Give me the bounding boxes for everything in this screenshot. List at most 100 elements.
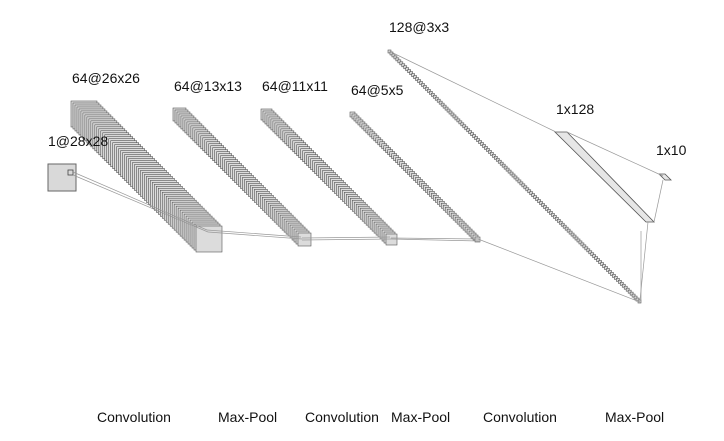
- feature-map: [600, 262, 604, 266]
- connector-line: [477, 238, 641, 303]
- feature-map: [625, 287, 630, 292]
- feature-map: [460, 122, 465, 127]
- feature-map: [604, 266, 608, 270]
- feature-map: [448, 110, 453, 115]
- connector-line: [566, 131, 664, 177]
- layer-label-dense: 1x128: [556, 101, 595, 117]
- feature-map: [490, 152, 494, 156]
- feature-map: [501, 163, 506, 168]
- feature-map: [403, 65, 408, 70]
- feature-map: [417, 79, 421, 83]
- feature-map: [507, 169, 512, 174]
- feature-map: [558, 220, 563, 225]
- feature-map: [519, 181, 524, 186]
- feature-map: [545, 207, 549, 211]
- feature-map: [568, 230, 573, 235]
- feature-map: [503, 165, 508, 170]
- feature-map: [385, 233, 398, 246]
- feature-map: [578, 240, 583, 245]
- feature-map: [555, 217, 559, 221]
- feature-map: [509, 171, 514, 176]
- feature-map: [482, 144, 486, 148]
- feature-map: [497, 159, 502, 164]
- feature-map: [572, 234, 577, 239]
- feature-map: [413, 75, 417, 79]
- input-receptive-field: [67, 169, 74, 176]
- feature-map: [393, 55, 398, 60]
- conv1-feature-map-stack: [70, 100, 223, 253]
- input-layer: [47, 163, 77, 192]
- feature-map: [472, 134, 476, 138]
- connector-line: [207, 231, 303, 240]
- connector-line: [390, 238, 480, 242]
- feature-map: [419, 81, 423, 85]
- dense-bar: [554, 131, 655, 223]
- connector-line: [390, 237, 480, 240]
- feature-map: [425, 87, 429, 91]
- feature-map: [438, 100, 443, 105]
- feature-map: [423, 85, 427, 89]
- feature-map: [454, 116, 459, 121]
- feature-map: [547, 209, 551, 213]
- feature-map: [458, 120, 463, 125]
- feature-map: [411, 73, 415, 77]
- conv2-feature-map-stack: [260, 108, 398, 246]
- feature-map: [531, 193, 536, 197]
- feature-map: [495, 157, 500, 162]
- layer-label-output: 1x10: [656, 142, 687, 158]
- feature-map: [464, 126, 469, 131]
- feature-map: [618, 280, 622, 284]
- layer-label-conv1: 64@26x26: [72, 70, 140, 86]
- feature-map: [456, 118, 461, 123]
- feature-map: [612, 274, 616, 278]
- feature-map: [590, 252, 595, 257]
- feature-map: [515, 177, 520, 182]
- feature-map: [576, 238, 581, 243]
- feature-map: [623, 285, 628, 290]
- feature-map: [582, 244, 587, 249]
- feature-map: [521, 183, 526, 188]
- feature-map: [523, 185, 528, 190]
- feature-map: [631, 293, 636, 298]
- feature-map: [432, 94, 437, 99]
- feature-map: [391, 53, 396, 58]
- feature-map: [486, 148, 490, 152]
- operation-label-convolution-2: Convolution: [305, 409, 379, 425]
- feature-map: [409, 71, 413, 75]
- feature-map: [574, 236, 579, 241]
- connector-line: [301, 236, 391, 239]
- dense-layer-1x128: [554, 131, 655, 223]
- feature-map: [560, 222, 565, 227]
- feature-map: [431, 93, 435, 97]
- feature-map: [551, 213, 555, 217]
- feature-map: [513, 175, 518, 180]
- feature-map: [619, 281, 624, 286]
- feature-map: [466, 128, 471, 133]
- connector-line: [301, 238, 392, 241]
- layer-label-pool1: 64@13x13: [174, 78, 242, 94]
- feature-map: [397, 59, 402, 64]
- feature-map: [616, 278, 620, 282]
- feature-map: [539, 201, 543, 205]
- feature-map: [543, 205, 547, 209]
- pool1-feature-map-stack: [172, 107, 312, 247]
- feature-map: [541, 203, 545, 207]
- feature-map: [444, 106, 449, 111]
- feature-map: [474, 136, 478, 140]
- feature-map: [621, 283, 626, 288]
- connector-lines: [72, 51, 664, 303]
- feature-map: [614, 276, 618, 280]
- conv3-feature-map-stack: [387, 49, 642, 304]
- input-feature-map: [47, 163, 77, 192]
- feature-map: [588, 250, 593, 255]
- pool2-feature-map-stack: [349, 111, 481, 243]
- feature-map: [533, 195, 537, 199]
- feature-map: [442, 104, 447, 109]
- connector-line: [653, 179, 664, 223]
- feature-map: [598, 260, 602, 264]
- feature-map: [505, 167, 510, 172]
- feature-map: [450, 112, 455, 117]
- operation-label-maxpool-3: Max-Pool: [605, 409, 665, 425]
- feature-map: [499, 161, 504, 166]
